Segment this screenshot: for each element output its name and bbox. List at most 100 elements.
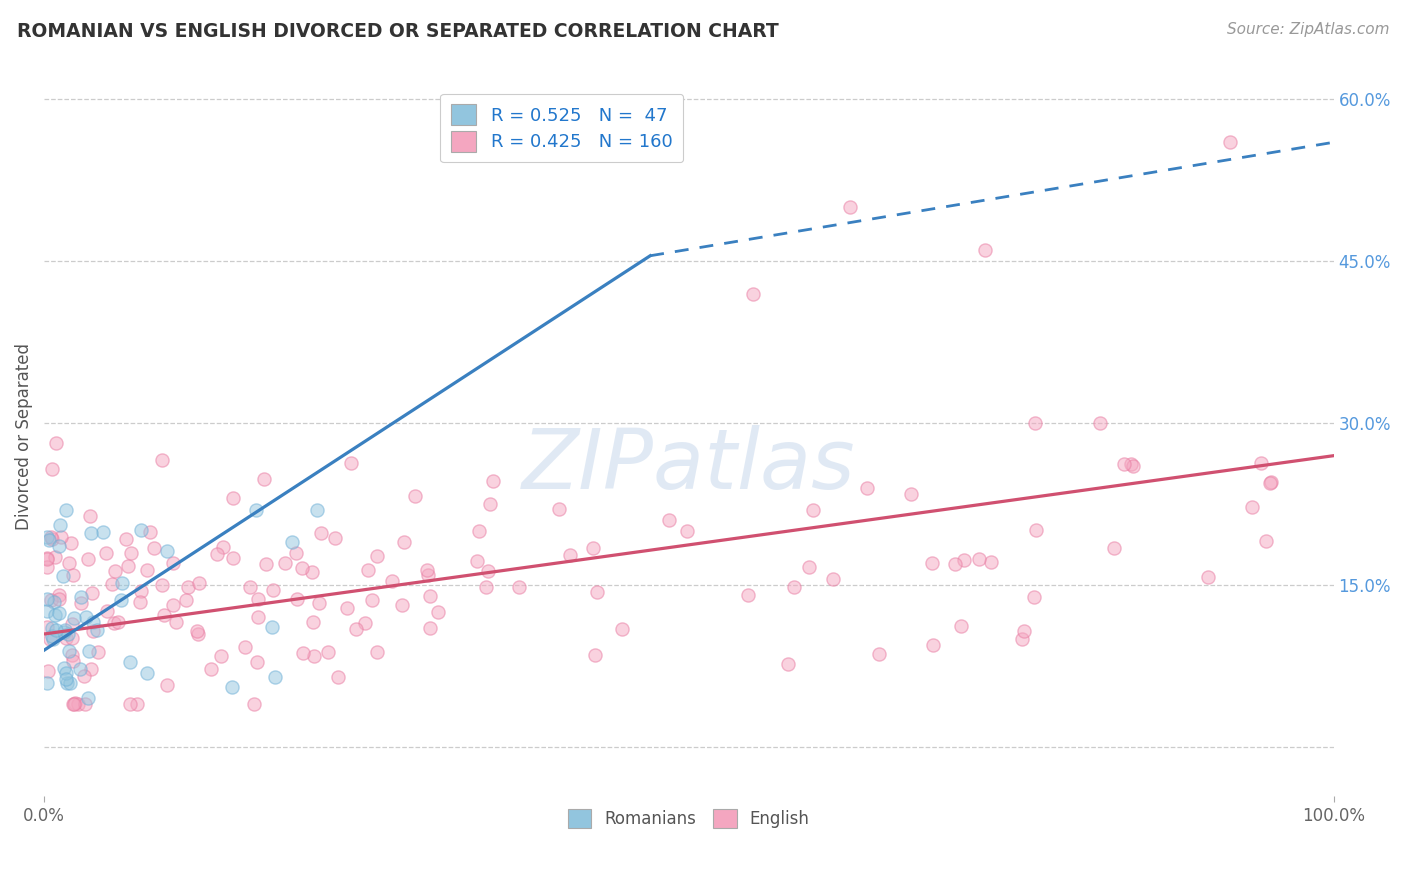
- Point: [949, 619, 972, 633]
- Point: [900, 487, 922, 501]
- Point: [242, 697, 264, 711]
- Point: [481, 474, 503, 488]
- Point: [82, 624, 104, 638]
- Point: [53, 660, 76, 674]
- Point: [943, 558, 966, 572]
- Point: [55, 502, 77, 516]
- Point: [311, 526, 333, 541]
- Point: [139, 525, 162, 540]
- Point: [427, 605, 450, 619]
- Point: [129, 583, 152, 598]
- Point: [366, 549, 388, 564]
- Point: [974, 244, 997, 258]
- Point: [41, 632, 63, 646]
- Point: [77, 644, 100, 658]
- Point: [156, 678, 179, 692]
- Point: [477, 564, 499, 578]
- Point: [59, 675, 82, 690]
- Point: [110, 576, 132, 591]
- Point: [48, 588, 70, 602]
- Point: [475, 580, 498, 594]
- Point: [742, 286, 765, 301]
- Point: [39, 632, 62, 646]
- Point: [1024, 417, 1046, 431]
- Point: [221, 680, 243, 694]
- Point: [274, 556, 297, 570]
- Point: [44, 549, 66, 564]
- Point: [129, 524, 152, 538]
- Point: [100, 577, 122, 591]
- Point: [952, 552, 974, 566]
- Point: [418, 567, 440, 582]
- Point: [118, 697, 141, 711]
- Point: [104, 564, 127, 578]
- Point: [77, 552, 100, 566]
- Point: [336, 600, 359, 615]
- Point: [69, 662, 91, 676]
- Point: [301, 615, 323, 629]
- Point: [60, 648, 83, 662]
- Point: [247, 609, 270, 624]
- Point: [776, 657, 799, 672]
- Point: [117, 559, 139, 574]
- Point: [35, 530, 58, 544]
- Point: [245, 503, 267, 517]
- Point: [801, 502, 824, 516]
- Point: [91, 525, 114, 540]
- Point: [128, 595, 150, 609]
- Point: [1011, 632, 1033, 647]
- Point: [38, 533, 60, 547]
- Point: [174, 593, 197, 607]
- Point: [103, 616, 125, 631]
- Point: [115, 532, 138, 546]
- Point: [62, 568, 84, 582]
- Point: [246, 592, 269, 607]
- Point: [135, 563, 157, 577]
- Point: [508, 581, 530, 595]
- Point: [1025, 523, 1047, 537]
- Point: [1241, 500, 1264, 515]
- Point: [839, 200, 862, 214]
- Point: [86, 623, 108, 637]
- Point: [87, 645, 110, 659]
- Point: [35, 675, 58, 690]
- Point: [52, 569, 75, 583]
- Point: [921, 638, 943, 652]
- Point: [868, 648, 890, 662]
- Point: [41, 462, 63, 476]
- Point: [676, 524, 699, 538]
- Point: [479, 498, 502, 512]
- Point: [1114, 457, 1136, 471]
- Point: [260, 619, 283, 633]
- Point: [80, 526, 103, 541]
- Point: [419, 589, 441, 603]
- Point: [586, 585, 609, 599]
- Point: [361, 592, 384, 607]
- Point: [186, 624, 208, 639]
- Point: [1260, 475, 1282, 490]
- Point: [55, 672, 77, 686]
- Text: ROMANIAN VS ENGLISH DIVORCED OR SEPARATED CORRELATION CHART: ROMANIAN VS ENGLISH DIVORCED OR SEPARATE…: [17, 22, 779, 41]
- Point: [392, 534, 415, 549]
- Point: [45, 623, 67, 637]
- Point: [212, 540, 235, 554]
- Point: [48, 518, 70, 533]
- Point: [41, 532, 63, 546]
- Point: [404, 489, 426, 503]
- Point: [162, 598, 184, 612]
- Point: [326, 670, 349, 684]
- Point: [96, 546, 118, 560]
- Point: [281, 535, 304, 549]
- Point: [585, 648, 607, 662]
- Point: [77, 691, 100, 706]
- Point: [143, 541, 166, 555]
- Point: [120, 546, 142, 560]
- Point: [120, 655, 142, 669]
- Point: [69, 596, 91, 610]
- Point: [60, 631, 83, 645]
- Point: [48, 607, 70, 621]
- Point: [37, 664, 59, 678]
- Point: [967, 552, 990, 566]
- Point: [165, 615, 187, 630]
- Point: [58, 556, 80, 570]
